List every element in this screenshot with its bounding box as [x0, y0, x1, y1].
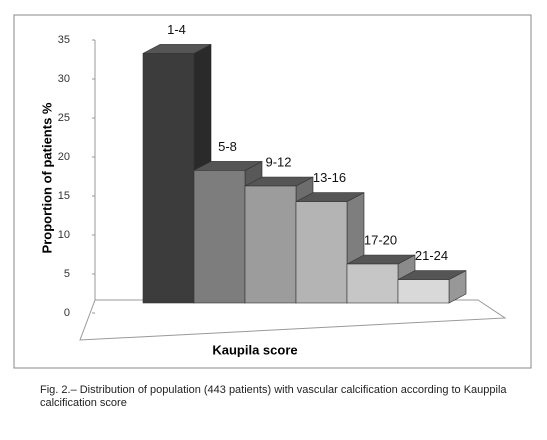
y-tick-label: 5 [64, 268, 70, 280]
category-label: 17-20 [364, 232, 397, 247]
y-tick-label: 25 [58, 112, 70, 124]
bar [397, 279, 450, 304]
category-label: 9-12 [265, 154, 291, 169]
bar [142, 53, 195, 304]
bar [346, 263, 399, 304]
y-tick-label: 20 [58, 151, 70, 163]
caption: Fig. 2.– Distribution of population (443… [40, 384, 507, 409]
chart: Proportion of patients % Kaupila score 0… [13, 14, 532, 369]
y-tick-label: 30 [58, 73, 70, 85]
y-tick-label: 10 [58, 229, 70, 241]
category-label: 13-16 [313, 170, 346, 185]
y-tick-label: 15 [58, 190, 70, 202]
y-tick-label: 0 [64, 307, 70, 319]
bar [295, 201, 348, 304]
category-label: 1-4 [167, 22, 186, 37]
bar [193, 170, 246, 304]
category-label: 5-8 [218, 139, 237, 154]
y-axis-title: Proportion of patients % [39, 102, 54, 253]
category-label: 21-24 [415, 248, 448, 263]
bar [244, 185, 297, 304]
x-axis-title: Kaupila score [212, 342, 297, 357]
y-tick-label: 35 [58, 34, 70, 46]
